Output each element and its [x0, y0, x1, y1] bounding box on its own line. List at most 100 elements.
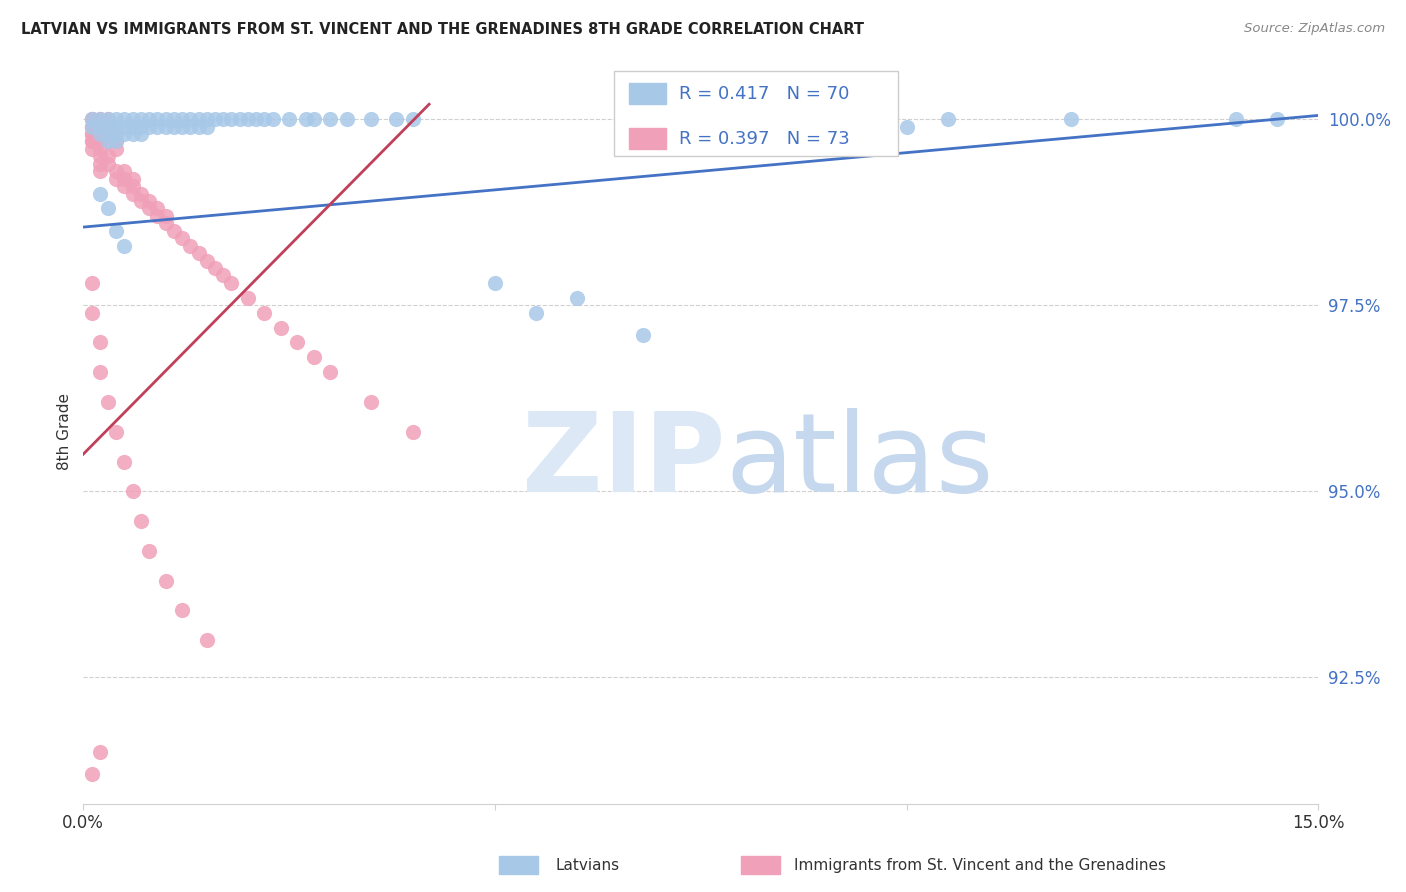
Point	[172, 112, 194, 127]
Point	[97, 149, 120, 163]
Point	[179, 238, 201, 252]
Point	[278, 112, 301, 127]
Point	[97, 120, 120, 134]
Point	[204, 260, 226, 275]
Point	[80, 112, 103, 127]
Point	[129, 514, 152, 528]
Point	[105, 142, 128, 156]
Point	[163, 120, 186, 134]
Point	[97, 395, 120, 409]
Point	[89, 335, 111, 350]
Point	[89, 149, 111, 163]
Point	[221, 112, 243, 127]
Point	[138, 202, 160, 216]
Point	[146, 112, 169, 127]
Point	[195, 112, 218, 127]
Point	[105, 164, 128, 178]
Point	[89, 127, 111, 141]
Point	[172, 231, 194, 245]
Point	[155, 112, 177, 127]
Point	[179, 120, 201, 134]
Text: Source: ZipAtlas.com: Source: ZipAtlas.com	[1244, 22, 1385, 36]
Point	[80, 112, 103, 127]
Text: Immigrants from St. Vincent and the Grenadines: Immigrants from St. Vincent and the Gren…	[794, 858, 1167, 872]
FancyBboxPatch shape	[628, 84, 666, 104]
Point	[121, 127, 143, 141]
Point	[1225, 112, 1247, 127]
Point	[89, 112, 111, 127]
Point	[80, 306, 103, 320]
Point	[114, 164, 136, 178]
Text: atlas: atlas	[725, 408, 994, 515]
Point	[89, 164, 111, 178]
Point	[97, 112, 120, 127]
Point	[121, 112, 143, 127]
Point	[155, 574, 177, 588]
Point	[121, 171, 143, 186]
Point	[484, 276, 506, 290]
Point	[401, 425, 423, 439]
Point	[97, 127, 120, 141]
Point	[89, 120, 111, 134]
Point	[138, 112, 160, 127]
Point	[89, 365, 111, 379]
Point	[80, 135, 103, 149]
Point	[89, 186, 111, 201]
Point	[302, 351, 325, 365]
Point	[138, 194, 160, 208]
Point	[89, 120, 111, 134]
Text: R = 0.397   N = 73: R = 0.397 N = 73	[679, 129, 849, 147]
Point	[80, 135, 103, 149]
Point	[89, 127, 111, 141]
Point	[524, 306, 547, 320]
Point	[172, 120, 194, 134]
Point	[187, 120, 209, 134]
Point	[80, 112, 103, 127]
Point	[105, 120, 128, 134]
Point	[245, 112, 267, 127]
Text: Latvians: Latvians	[555, 858, 620, 872]
Point	[105, 425, 128, 439]
Point	[121, 186, 143, 201]
Point	[114, 120, 136, 134]
Point	[97, 135, 120, 149]
Point	[212, 112, 235, 127]
Point	[163, 224, 186, 238]
Text: LATVIAN VS IMMIGRANTS FROM ST. VINCENT AND THE GRENADINES 8TH GRADE CORRELATION : LATVIAN VS IMMIGRANTS FROM ST. VINCENT A…	[21, 22, 865, 37]
Point	[105, 127, 128, 141]
Point	[138, 544, 160, 558]
Point	[212, 268, 235, 283]
Point	[97, 112, 120, 127]
Point	[221, 276, 243, 290]
Point	[80, 276, 103, 290]
Point	[80, 767, 103, 781]
Point	[195, 253, 218, 268]
Point	[936, 112, 959, 127]
Point	[129, 194, 152, 208]
Point	[236, 291, 259, 305]
Point	[172, 603, 194, 617]
Point	[89, 745, 111, 759]
Point	[121, 484, 143, 499]
Point	[187, 112, 209, 127]
Point	[80, 120, 103, 134]
Point	[270, 320, 292, 334]
Point	[114, 454, 136, 468]
Point	[105, 135, 128, 149]
Point	[114, 179, 136, 194]
Point	[105, 171, 128, 186]
Point	[129, 186, 152, 201]
Point	[89, 135, 111, 149]
Point	[336, 112, 359, 127]
Point	[302, 112, 325, 127]
Point	[146, 120, 169, 134]
Text: ZIP: ZIP	[522, 408, 725, 515]
Point	[97, 135, 120, 149]
Point	[262, 112, 284, 127]
Point	[253, 306, 276, 320]
Point	[179, 112, 201, 127]
Point	[1060, 112, 1083, 127]
Point	[360, 395, 382, 409]
Point	[631, 328, 654, 343]
Point	[89, 157, 111, 171]
